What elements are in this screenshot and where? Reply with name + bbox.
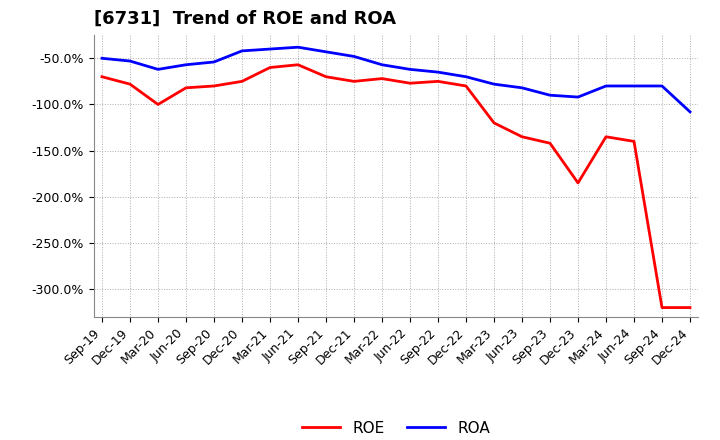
ROE [602, 134, 611, 139]
ROA [518, 85, 526, 91]
Line: ROE: ROE [102, 65, 690, 308]
ROE [518, 134, 526, 139]
ROE [685, 305, 694, 310]
ROE [405, 81, 414, 86]
ROE [574, 180, 582, 186]
ROA [490, 81, 498, 87]
ROA [153, 67, 162, 72]
ROA [350, 54, 359, 59]
ROA [574, 95, 582, 100]
ROE [153, 102, 162, 107]
ROA [210, 59, 218, 65]
ROE [378, 76, 387, 81]
ROA [294, 44, 302, 50]
Text: [6731]  Trend of ROE and ROA: [6731] Trend of ROE and ROA [94, 10, 395, 28]
ROE [657, 305, 666, 310]
ROA [657, 83, 666, 88]
ROE [490, 120, 498, 125]
ROE [210, 83, 218, 88]
ROE [462, 83, 470, 88]
ROA [630, 83, 639, 88]
ROE [433, 79, 442, 84]
ROA [378, 62, 387, 67]
ROA [685, 109, 694, 114]
ROE [350, 79, 359, 84]
ROA [266, 46, 274, 51]
ROE [322, 74, 330, 79]
ROE [238, 79, 246, 84]
ROA [181, 62, 190, 67]
ROA [238, 48, 246, 54]
ROE [98, 74, 107, 79]
ROA [98, 55, 107, 61]
ROA [126, 59, 135, 64]
Legend: ROE, ROA: ROE, ROA [295, 414, 497, 440]
ROA [433, 70, 442, 75]
ROE [630, 139, 639, 144]
ROE [266, 65, 274, 70]
ROA [405, 67, 414, 72]
ROE [126, 81, 135, 87]
Line: ROA: ROA [102, 47, 690, 112]
ROA [602, 83, 611, 88]
ROE [546, 141, 554, 146]
ROE [294, 62, 302, 67]
ROA [462, 74, 470, 79]
ROA [322, 49, 330, 55]
ROA [546, 92, 554, 98]
ROE [181, 85, 190, 91]
